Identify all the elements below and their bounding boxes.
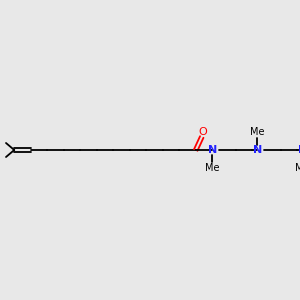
Text: N: N: [298, 145, 300, 155]
Text: O: O: [198, 127, 207, 137]
Text: Me: Me: [205, 163, 220, 173]
Text: N: N: [208, 145, 217, 155]
Text: Me: Me: [250, 127, 265, 137]
Text: Me: Me: [295, 163, 300, 173]
Text: N: N: [253, 145, 262, 155]
